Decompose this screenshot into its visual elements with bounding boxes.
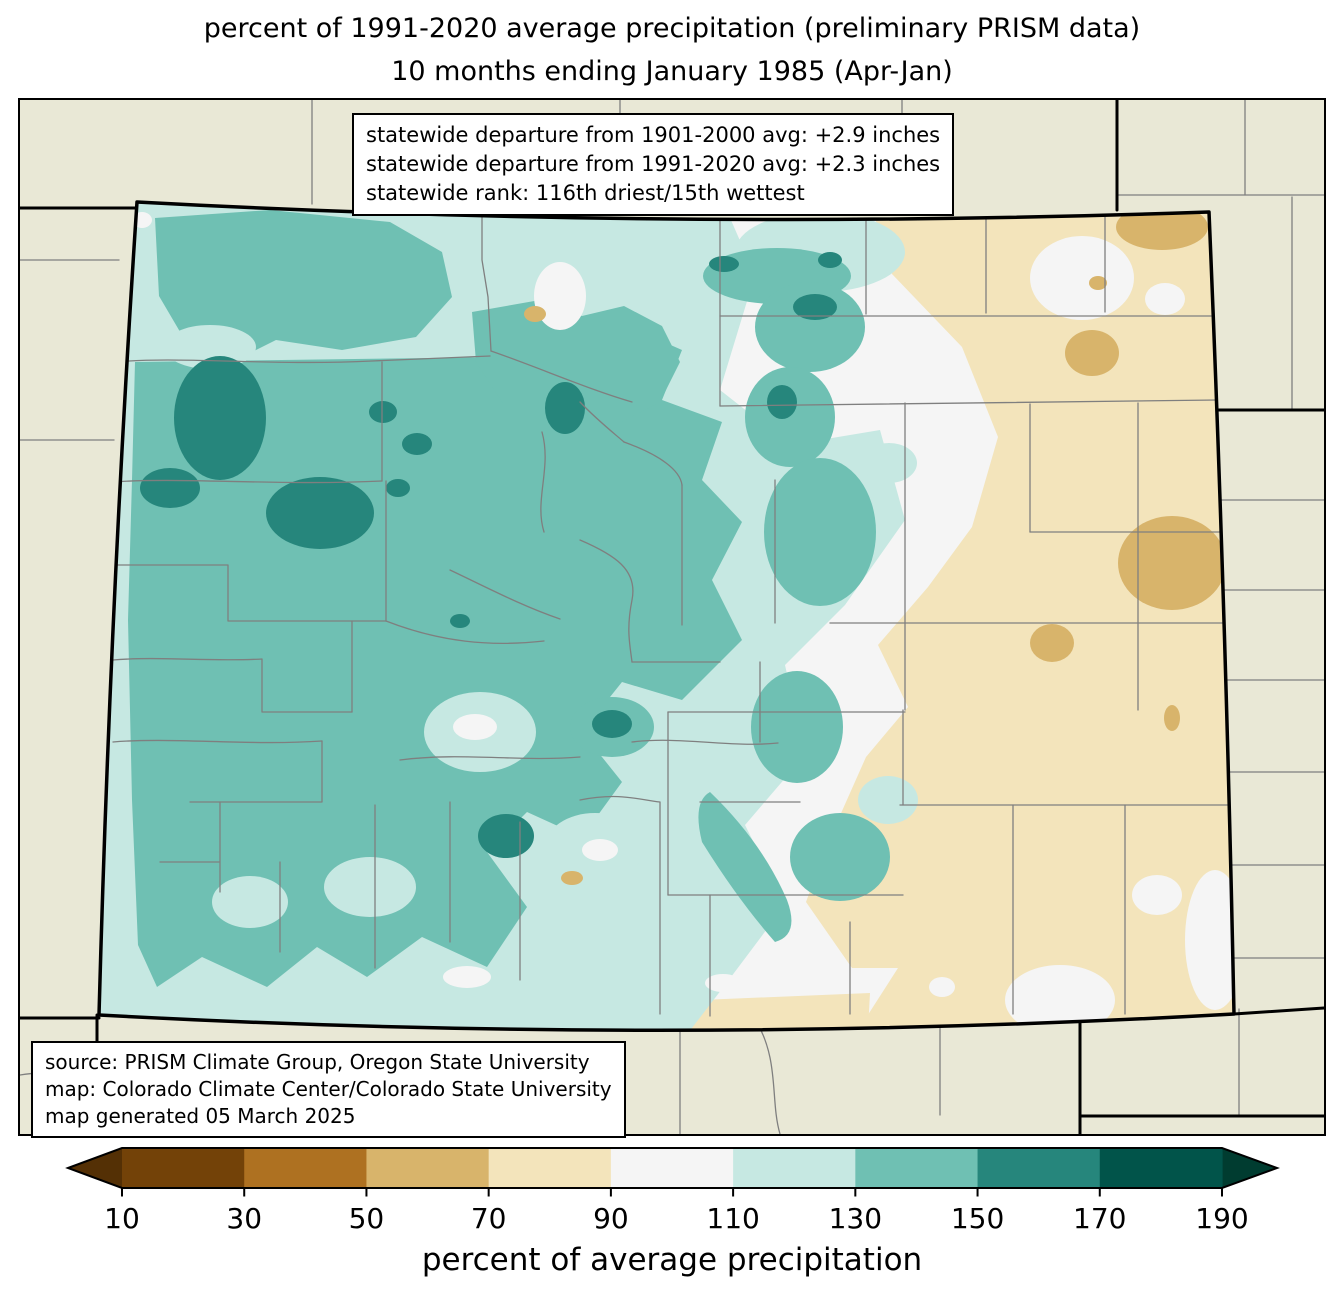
colorbar-tick-label: 90	[593, 1202, 629, 1235]
colorbar-segment	[977, 1148, 1101, 1188]
colorbar-tick-label: 130	[829, 1202, 882, 1235]
title-line-1: percent of 1991-2020 average precipitati…	[203, 13, 1141, 44]
colorbar-tick-label: 10	[104, 1202, 140, 1235]
colorado-state-border	[97, 200, 1236, 1032]
colorbar-segment	[733, 1148, 856, 1188]
colorbar-tick-label: 170	[1073, 1202, 1126, 1235]
colorado-precipitation-map	[20, 100, 1324, 1134]
statewide-stats-box: statewide departure from 1901-2000 avg: …	[352, 113, 955, 216]
map-plot-area: statewide departure from 1901-2000 avg: …	[18, 98, 1326, 1138]
source-line-1: source: PRISM Climate Group, Oregon Stat…	[45, 1050, 590, 1074]
precipitation-contours	[99, 202, 1234, 1031]
stats-line-1: statewide departure from 1901-2000 avg: …	[366, 123, 941, 147]
colorbar-segment	[1099, 1148, 1223, 1188]
colorbar-tick-label: 30	[226, 1202, 262, 1235]
colorbar-segment	[855, 1148, 979, 1188]
source-line-2: map: Colorado Climate Center/Colorado St…	[45, 1077, 612, 1101]
colorbar-over-arrow	[1222, 1148, 1277, 1188]
figure-title: percent of 1991-2020 average precipitati…	[0, 7, 1344, 93]
stats-line-3: statewide rank: 116th driest/15th wettes…	[366, 181, 805, 205]
colorbar-tick-label: 150	[951, 1202, 1004, 1235]
colorbar-segment	[488, 1148, 612, 1188]
colorbar-segment	[366, 1148, 490, 1188]
colorbar-segment	[610, 1148, 734, 1188]
colorbar-tick-label: 110	[706, 1202, 759, 1235]
title-line-2: 10 months ending January 1985 (Apr-Jan)	[391, 56, 953, 87]
colorbar: 10 30 50 70 90 110 130 150 170 190 percent of ave…	[65, 1147, 1280, 1278]
colorbar-axis-label: percent of average precipitation	[422, 1242, 922, 1278]
colorbar-segment	[244, 1148, 368, 1188]
colorbar-tick-label: 190	[1195, 1202, 1248, 1235]
colorbar-under-arrow	[68, 1148, 122, 1188]
colorbar-segment	[122, 1148, 245, 1188]
colorbar-tick-label: 70	[471, 1202, 507, 1235]
source-credit-box: source: PRISM Climate Group, Oregon Stat…	[31, 1041, 626, 1138]
colorbar-tick-label: 50	[349, 1202, 385, 1235]
source-line-3: map generated 05 March 2025	[45, 1104, 356, 1128]
colorado-county-lines	[112, 204, 1228, 1017]
stats-line-2: statewide departure from 1991-2020 avg: …	[366, 152, 941, 176]
